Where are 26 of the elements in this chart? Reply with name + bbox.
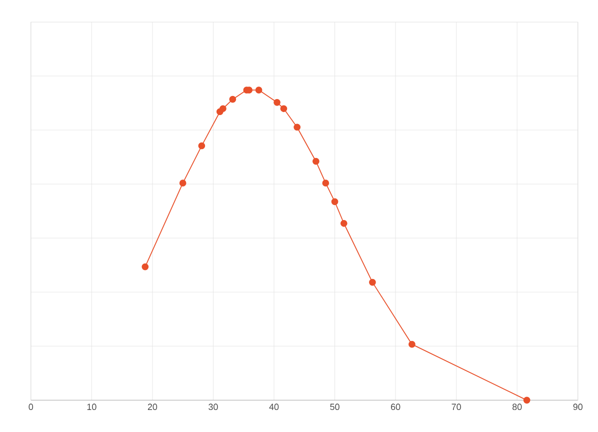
point — [294, 124, 301, 131]
point — [331, 198, 338, 206]
x-tick-label: 30 — [208, 404, 218, 410]
point — [408, 340, 416, 348]
point — [280, 105, 288, 112]
x-tick-label: 90 — [573, 404, 583, 410]
x-tick-label: 50 — [330, 404, 340, 410]
point — [142, 263, 149, 270]
x-tick-label: 0 — [28, 404, 34, 410]
point — [312, 158, 320, 165]
point — [523, 396, 530, 404]
point — [198, 142, 206, 150]
point — [179, 180, 186, 186]
point — [340, 220, 348, 227]
point — [220, 105, 226, 112]
point — [229, 96, 236, 103]
x-tick-label: 70 — [452, 404, 461, 410]
x-tick-label: 60 — [391, 404, 400, 410]
x-tick-label: 40 — [269, 404, 279, 410]
x-tick-label: 20 — [148, 404, 158, 410]
x-tick-label: 80 — [512, 404, 522, 410]
x-tick-label: 10 — [87, 404, 96, 410]
point — [322, 180, 330, 186]
point — [369, 278, 376, 286]
point — [255, 86, 262, 94]
point — [274, 98, 280, 106]
